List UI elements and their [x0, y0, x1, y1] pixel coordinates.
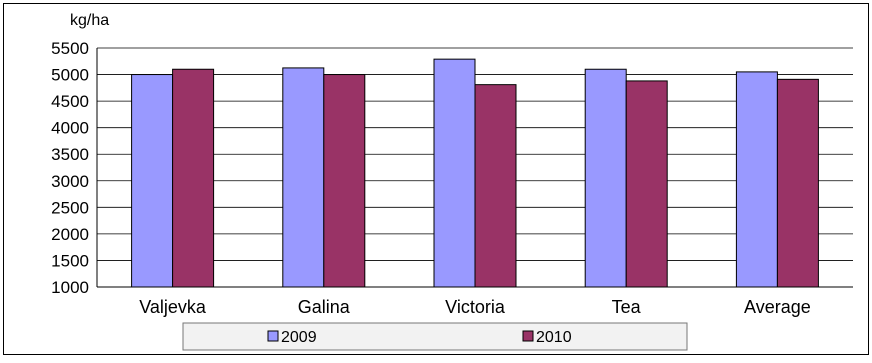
bar-2010-average	[776, 78, 819, 288]
legend-label-2010: 2010	[536, 329, 572, 346]
y-tick-label: 1500	[51, 251, 89, 270]
legend-box	[182, 322, 688, 351]
y-axis-unit-label: kg/ha	[70, 12, 109, 29]
bar-2010-valjevka	[172, 68, 215, 288]
bar-2009-tea	[584, 68, 627, 288]
bar-2009-average	[735, 71, 778, 288]
bar-2009-valjevka	[131, 74, 174, 288]
x-category-label: Valjevka	[139, 297, 207, 317]
y-tick-label: 4000	[51, 119, 89, 138]
x-category-label: Galina	[298, 297, 351, 317]
legend-label-2009: 2009	[281, 329, 317, 346]
plot-area: 1000 1500 2000 2500 3000 3500 4000 4500 5000 5500…	[51, 39, 853, 317]
bar-2010-galina	[323, 74, 366, 288]
legend-swatch-2009	[267, 330, 279, 342]
y-tick-label: 1000	[51, 278, 89, 297]
y-tick-label: 5000	[51, 66, 89, 85]
legend-swatch-2010	[522, 330, 534, 342]
x-category-label: Tea	[612, 297, 642, 317]
x-category-label: Average	[744, 297, 811, 317]
y-tick-label: 4500	[51, 92, 89, 111]
y-tick-label: 3500	[51, 145, 89, 164]
bar-2010-victoria	[474, 84, 517, 288]
legend: 2009 2010	[182, 322, 688, 351]
x-category-label: Victoria	[445, 297, 506, 317]
y-tick-label: 2500	[51, 198, 89, 217]
bar-2010-tea	[625, 80, 668, 288]
bar-2009-galina	[282, 67, 325, 288]
y-tick-label: 2000	[51, 225, 89, 244]
y-tick-label: 3000	[51, 172, 89, 191]
y-tick-label: 5500	[51, 39, 89, 58]
bar-2009-victoria	[433, 58, 476, 288]
